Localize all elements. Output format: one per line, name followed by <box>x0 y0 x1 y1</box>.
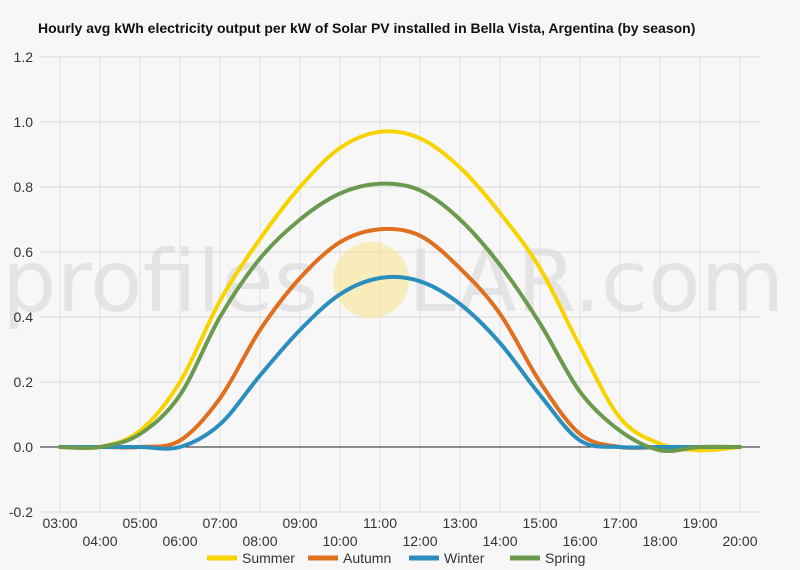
x-tick-label: 10:00 <box>322 533 357 549</box>
y-tick-label: -0.2 <box>9 504 33 520</box>
y-tick-label: 0.8 <box>14 179 34 195</box>
x-tick-label: 20:00 <box>722 533 757 549</box>
axes: -0.2 0.0 0.2 0.4 0.6 0.8 1.0 1.2 03:00 04:00 05:00… <box>9 49 760 549</box>
x-tick-label: 05:00 <box>122 515 157 531</box>
x-tick-label: 18:00 <box>642 533 677 549</box>
x-tick-label: 13:00 <box>442 515 477 531</box>
chart-title: Hourly avg kWh electricity output per kW… <box>38 20 695 36</box>
y-tick-label: 0.4 <box>14 309 34 325</box>
series-line-spring <box>58 181 742 453</box>
legend-label-summer: Summer <box>242 550 295 566</box>
x-tick-label: 16:00 <box>562 533 597 549</box>
legend: Summer Autumn Winter Spring <box>207 550 585 566</box>
series-line-summer <box>58 129 742 453</box>
x-tick-label: 19:00 <box>682 515 717 531</box>
x-tick-label: 06:00 <box>162 533 197 549</box>
x-tick-label: 08:00 <box>242 533 277 549</box>
x-tick-label: 03:00 <box>42 515 77 531</box>
y-tick-label: 1.2 <box>14 49 34 65</box>
x-tick-label: 14:00 <box>482 533 517 549</box>
y-tick-label: 0.0 <box>14 439 34 455</box>
legend-label-autumn: Autumn <box>343 550 391 566</box>
x-tick-label: 04:00 <box>82 533 117 549</box>
series-line-winter <box>58 274 742 451</box>
x-tick-label: 11:00 <box>363 515 397 531</box>
watermark-left-text: profiles <box>2 232 318 332</box>
legend-label-winter: Winter <box>444 550 485 566</box>
y-tick-label: 0.2 <box>14 374 34 390</box>
y-tick-label: 1.0 <box>14 114 34 130</box>
series-lines <box>58 129 742 453</box>
y-tick-label: 0.6 <box>14 244 34 260</box>
watermark-right-text: LAR.com <box>408 232 784 332</box>
x-tick-label: 15:00 <box>522 515 557 531</box>
grid <box>40 56 760 513</box>
x-tick-label: 17:00 <box>602 515 637 531</box>
legend-label-spring: Spring <box>545 550 585 566</box>
x-tick-label: 09:00 <box>282 515 317 531</box>
x-tick-label: 12:00 <box>402 533 437 549</box>
x-tick-label: 07:00 <box>202 515 237 531</box>
